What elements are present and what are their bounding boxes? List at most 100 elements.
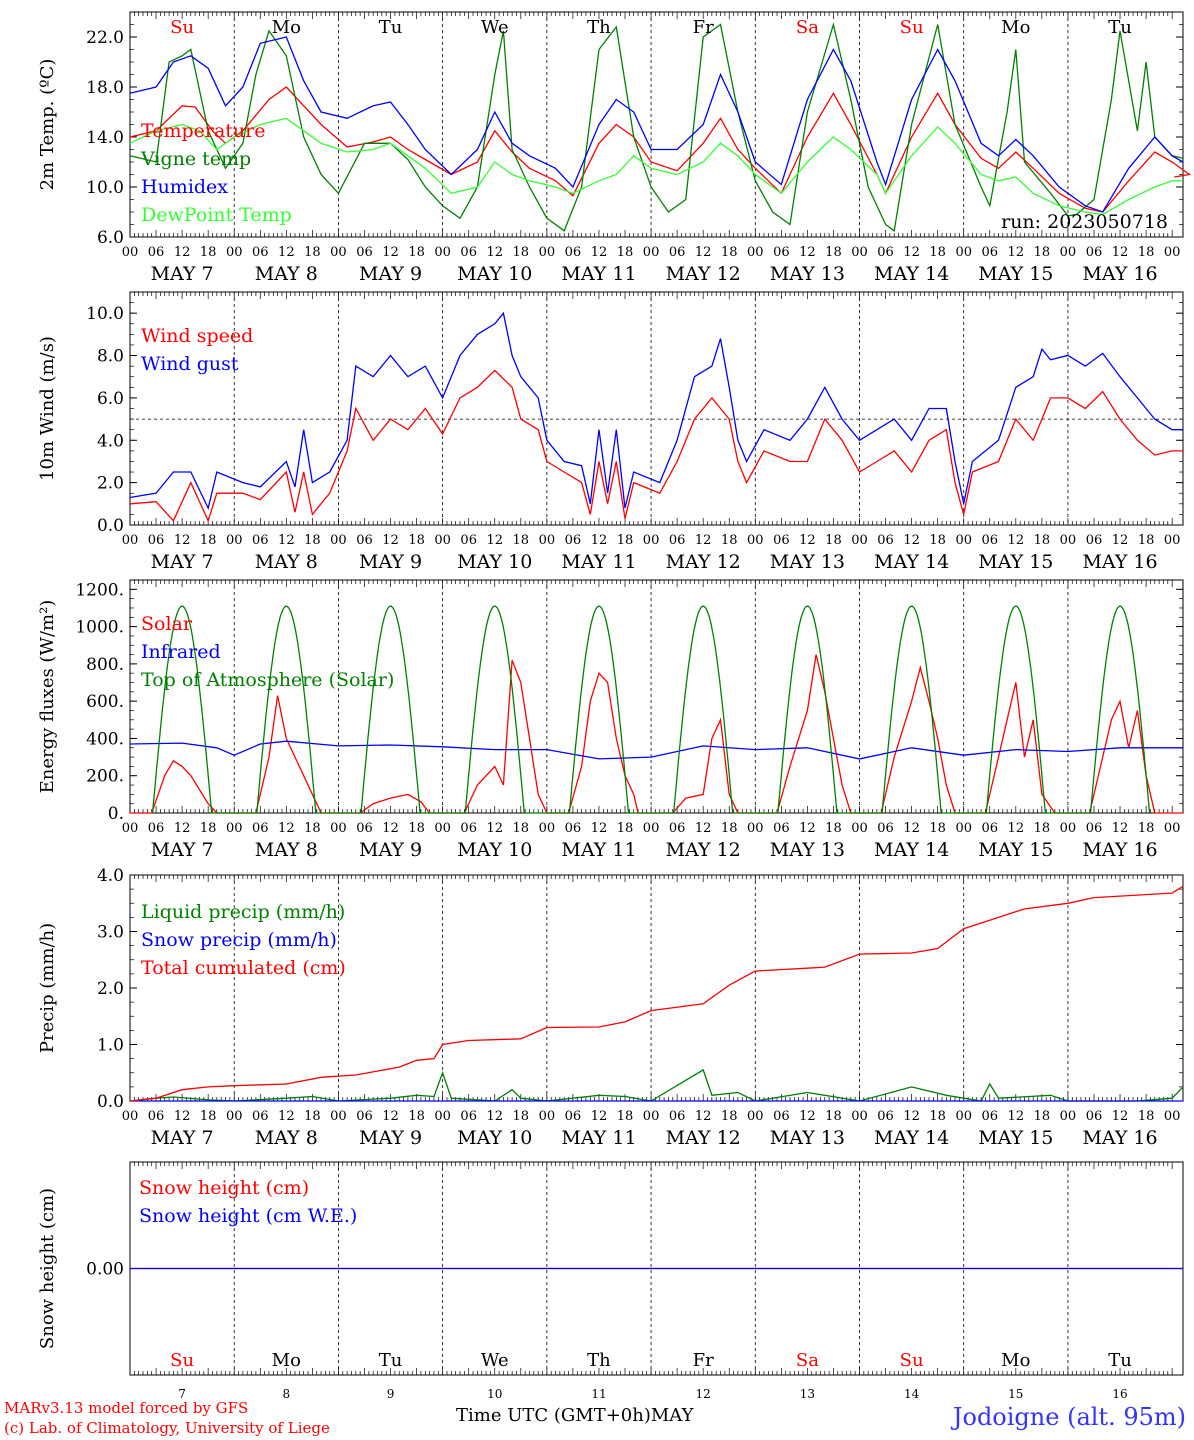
y-tick-label: 6.0 (97, 389, 124, 409)
date-label: MAY 13 (770, 839, 845, 861)
date-label: MAY 16 (1082, 551, 1157, 573)
weekday-label: We (481, 17, 509, 38)
hour-tick-label: 12 (1112, 821, 1129, 836)
hour-tick-label: 06 (565, 245, 582, 260)
legend-entry: Total cumulated (cm) (141, 957, 346, 979)
hour-tick-label: 06 (877, 245, 894, 260)
hour-tick-label: 06 (877, 821, 894, 836)
panel-2: 0.0 2.0 4.0 6.0 8.0 10.0 10m Wind (m/s) Wind sp… (37, 291, 1184, 573)
credit-line-2: (c) Lab. of Climatology, University of L… (4, 1419, 330, 1437)
y-tick-label: 14.0 (86, 128, 124, 148)
hour-tick-label: 06 (669, 821, 686, 836)
hour-tick-label: 18 (200, 821, 217, 836)
y-tick-label: 10.0 (86, 304, 124, 324)
hour-tick-label: 12 (382, 821, 399, 836)
hour-tick-label: 18 (825, 533, 842, 548)
hour-tick-label: 12 (1112, 1109, 1129, 1124)
weekday-label: Fr (693, 17, 714, 38)
hour-tick-label: 12 (799, 1109, 816, 1124)
hour-tick-label: 18 (1034, 245, 1051, 260)
date-label: MAY 10 (457, 263, 532, 285)
y-axis-label: 2m Temp. (ºC) (37, 59, 58, 191)
panel-5: 0.00 Snow height (cm) Snow height (cm) Snow… (37, 1161, 1184, 1401)
hour-tick-label: 12 (278, 533, 295, 548)
hour-tick-label: 18 (304, 533, 321, 548)
hour-tick-label: 12 (591, 245, 608, 260)
hour-tick-label: 18 (200, 245, 217, 260)
y-tick-label: 1200. (75, 580, 124, 600)
day-number-label: 16 (1112, 1387, 1127, 1401)
hour-tick-label: 06 (773, 245, 790, 260)
hour-tick-label: 18 (617, 821, 634, 836)
hour-tick-label: 12 (903, 533, 920, 548)
hour-tick-label: 18 (200, 1109, 217, 1124)
date-label: MAY 8 (255, 1127, 318, 1149)
y-tick-label: 600. (86, 692, 124, 712)
hour-tick-label: 12 (382, 1109, 399, 1124)
weekday-label: Su (170, 17, 194, 38)
hour-tick-label: 06 (148, 533, 165, 548)
weekday-label: Sa (796, 1350, 819, 1371)
weekday-label: Su (900, 1350, 924, 1371)
hour-tick-label: 12 (903, 245, 920, 260)
hour-tick-label: 06 (148, 245, 165, 260)
hour-tick-label: 12 (591, 1109, 608, 1124)
hour-tick-label: 18 (825, 821, 842, 836)
day-number-label: 10 (487, 1387, 502, 1401)
hour-tick-label: 18 (200, 533, 217, 548)
hour-tick-label: 00 (747, 821, 764, 836)
series-line-2-1 (129, 369, 1183, 523)
date-label: MAY 11 (561, 839, 636, 861)
date-label: MAY 9 (359, 551, 422, 573)
legend-entry: Snow height (cm W.E.) (139, 1205, 357, 1227)
y-tick-label: 1.0 (97, 1036, 124, 1056)
date-label: MAY 15 (978, 1127, 1053, 1149)
y-tick-label: 0.0 (97, 516, 124, 536)
hour-tick-label: 18 (721, 245, 738, 260)
hour-tick-label: 00 (1060, 245, 1077, 260)
hour-tick-label: 00 (434, 533, 451, 548)
day-number-label: 8 (283, 1387, 291, 1401)
hour-tick-label: 00 (1164, 1109, 1181, 1124)
day-number-label: 13 (800, 1387, 815, 1401)
date-label: MAY 11 (561, 551, 636, 573)
hour-tick-label: 12 (799, 245, 816, 260)
hour-tick-label: 06 (356, 533, 373, 548)
hour-tick-label: 00 (434, 821, 451, 836)
y-tick-label: 2.0 (97, 979, 124, 999)
hour-tick-label: 00 (226, 1109, 243, 1124)
weekday-label: Th (587, 17, 611, 38)
y-tick-label: 10.0 (86, 178, 124, 198)
hour-tick-label: 12 (1008, 821, 1025, 836)
series-line-1-1 (129, 86, 1192, 213)
hour-tick-label: 12 (591, 533, 608, 548)
hour-tick-label: 00 (1164, 245, 1181, 260)
date-label: MAY 10 (457, 551, 532, 573)
date-label: MAY 12 (666, 263, 741, 285)
hour-tick-label: 06 (1086, 1109, 1103, 1124)
hour-tick-label: 06 (460, 1109, 477, 1124)
hour-tick-label: 18 (408, 245, 425, 260)
date-label: MAY 16 (1082, 839, 1157, 861)
hour-tick-label: 00 (539, 533, 556, 548)
date-label: MAY 15 (978, 551, 1053, 573)
legend-entry: Solar (141, 613, 193, 635)
hour-tick-label: 12 (382, 533, 399, 548)
weekday-label: Th (587, 1350, 611, 1371)
date-label: MAY 16 (1082, 1127, 1157, 1149)
hour-tick-label: 12 (174, 821, 191, 836)
hour-tick-label: 12 (903, 1109, 920, 1124)
legend-entry: Vigne temp (140, 148, 251, 170)
y-tick-label: 800. (86, 655, 124, 675)
weekday-label: Mo (1001, 1350, 1030, 1371)
hour-tick-label: 00 (226, 533, 243, 548)
x-axis-title: Time UTC (GMT+0h)MAY (456, 1405, 693, 1426)
hour-tick-label: 00 (226, 245, 243, 260)
date-label: MAY 8 (255, 839, 318, 861)
hour-tick-label: 06 (1086, 821, 1103, 836)
y-tick-label: 400. (86, 729, 124, 749)
hour-tick-label: 18 (304, 1109, 321, 1124)
hour-tick-label: 00 (1060, 821, 1077, 836)
hour-tick-label: 18 (929, 821, 946, 836)
hour-tick-label: 00 (122, 821, 139, 836)
